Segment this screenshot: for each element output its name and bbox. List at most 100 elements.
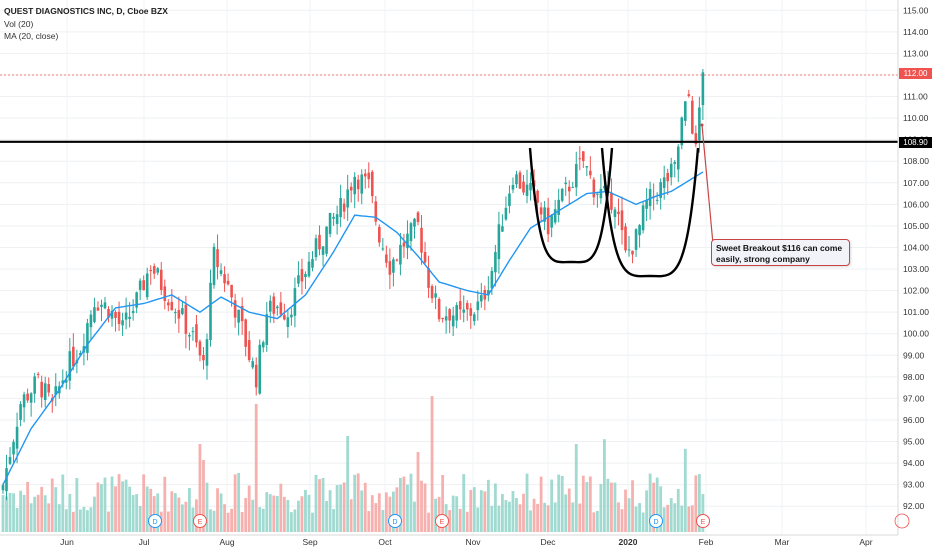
candle-body — [272, 296, 276, 314]
volume-bar — [620, 509, 624, 532]
volume-bar — [100, 484, 103, 532]
annotation-callout[interactable]: Sweet Breakout $116 can come easily, str… — [711, 239, 850, 266]
volume-bar — [479, 490, 483, 532]
price-tick-label: 108.00 — [903, 156, 929, 166]
volume-bar — [423, 483, 427, 532]
candle-body — [328, 213, 332, 234]
volume-bar — [585, 481, 589, 532]
candle-body — [613, 209, 617, 218]
volume-bar — [61, 474, 65, 532]
volume-bar — [145, 486, 149, 532]
price-tick-label: 104.00 — [903, 242, 929, 252]
volume-bar — [574, 444, 578, 532]
earnings-marker[interactable]: E — [435, 514, 449, 528]
volume-bar — [617, 502, 620, 532]
volume-bar — [22, 494, 26, 532]
volume-bar — [202, 460, 205, 532]
candle-body — [346, 189, 349, 208]
candle-body — [374, 201, 378, 222]
volume-bar — [353, 474, 357, 532]
volume-bar — [89, 507, 93, 532]
volume-bar — [198, 444, 202, 532]
ma-line — [2, 171, 704, 486]
chart-title: QUEST DIAGNOSTICS INC, D, Cboe BZX — [4, 6, 168, 16]
volume-bar — [261, 508, 265, 532]
candle-body — [655, 199, 659, 201]
volume-bar — [226, 512, 230, 532]
candle-body — [458, 301, 462, 310]
price-tick-label: 96.00 — [903, 415, 925, 425]
price-tick-label: 95.00 — [903, 437, 925, 447]
candle-body — [687, 94, 691, 97]
volume-bar — [15, 507, 19, 532]
ma-indicator-label[interactable]: MA (20, close) — [4, 31, 59, 41]
volume-bar — [268, 494, 272, 532]
volume-bar — [170, 491, 174, 532]
time-tick-label: Jul — [139, 537, 150, 547]
time-tick-label: Oct — [378, 537, 392, 547]
volume-bar — [124, 479, 128, 532]
candle-body — [582, 151, 585, 162]
candle-body — [465, 303, 469, 310]
candle-body — [261, 342, 265, 348]
volume-bar — [318, 479, 321, 532]
time-tick-label: Aug — [219, 537, 234, 547]
candle-body — [349, 186, 353, 191]
time-tick-label: Jun — [60, 537, 74, 547]
volume-bar — [1, 495, 5, 532]
candle-body — [223, 274, 226, 284]
volume-bar — [135, 494, 139, 532]
candle-body — [585, 166, 589, 168]
candle-body — [184, 304, 188, 334]
dividend-marker[interactable]: D — [148, 514, 162, 528]
candle-body — [571, 187, 575, 189]
dividend-marker[interactable]: D — [388, 514, 402, 528]
volume-bar — [388, 496, 392, 532]
candle-body — [557, 199, 560, 215]
volume-bar — [335, 485, 339, 532]
volume-bar — [501, 493, 504, 532]
earnings-marker[interactable]: E — [696, 514, 710, 528]
candle-body — [504, 207, 508, 220]
volume-bar — [645, 490, 649, 532]
volume-bar — [205, 482, 209, 532]
candle-body — [511, 184, 515, 190]
volume-bar — [673, 503, 677, 532]
volume-bar — [581, 475, 585, 532]
volume-bar — [560, 475, 564, 532]
volume-bar — [325, 501, 328, 532]
candle-body — [335, 214, 339, 224]
candle-body — [65, 379, 68, 383]
volume-bar — [455, 496, 459, 532]
dividend-marker[interactable]: D — [649, 514, 663, 528]
earnings-marker[interactable]: E — [193, 514, 207, 528]
candle-body — [318, 234, 321, 250]
volume-bar — [36, 494, 40, 532]
candle-body — [198, 341, 202, 356]
candle-body — [515, 174, 518, 185]
volume-bar — [701, 494, 705, 532]
candle-body — [659, 182, 662, 198]
volume-bar — [588, 476, 592, 532]
volume-indicator-label[interactable]: Vol (20) — [4, 19, 34, 29]
volume-bar — [184, 501, 188, 532]
marker-letter: E — [440, 519, 445, 526]
volume-bar — [571, 502, 575, 532]
candle-body — [662, 177, 666, 188]
candle-body — [19, 404, 22, 420]
candle-body — [518, 172, 522, 189]
volume-bar — [258, 507, 262, 532]
volume-bar — [483, 491, 487, 532]
candle-body — [110, 310, 114, 319]
volume-bar — [687, 506, 691, 532]
volume-bar — [156, 493, 160, 532]
volume-bar — [599, 483, 603, 532]
volume-bar — [219, 493, 223, 532]
candle-body — [564, 182, 568, 185]
candle-body — [392, 259, 395, 273]
candle-body — [290, 314, 293, 318]
candle-body — [304, 273, 307, 278]
volume-bar — [75, 478, 79, 532]
scroll-right-icon[interactable] — [894, 513, 910, 529]
